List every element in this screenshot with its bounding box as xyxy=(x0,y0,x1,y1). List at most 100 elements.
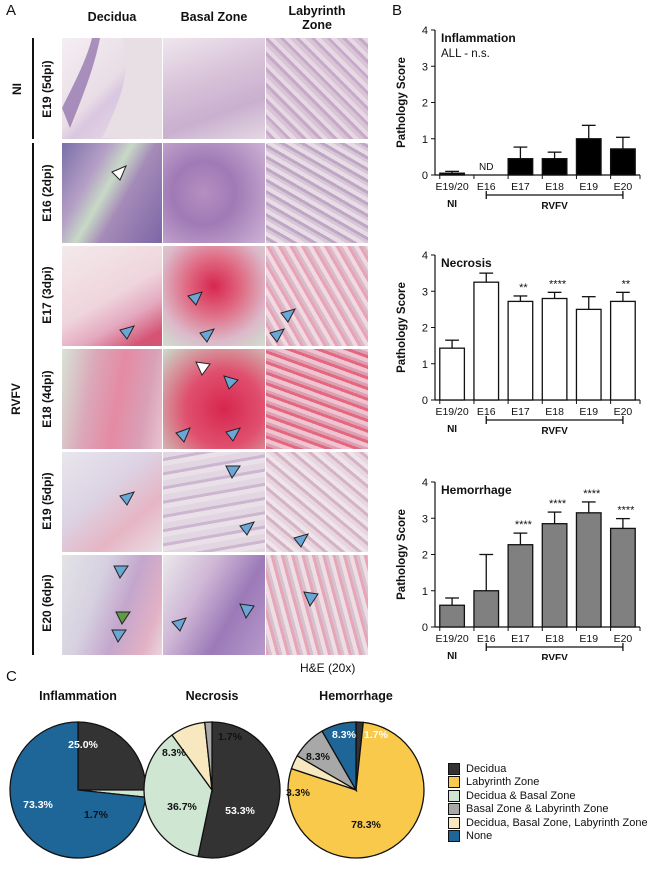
bar-E20 xyxy=(609,148,636,176)
pie-chart-inflammation: Inflammation 25.0% 1.7% 73.3% xyxy=(9,689,147,859)
y-tick-label: 0 xyxy=(422,395,428,407)
y-tick-label: 1 xyxy=(422,359,428,371)
blue-arrowhead-icon xyxy=(239,603,255,620)
y-tick-label: 3 xyxy=(422,286,428,298)
bar-E20 xyxy=(609,300,636,401)
panel-label-c: C xyxy=(6,668,17,685)
y-tick-label: 4 xyxy=(422,25,428,37)
pie-title: Necrosis xyxy=(186,689,239,703)
legend-swatch xyxy=(448,762,460,775)
y-tick-label: 0 xyxy=(422,170,428,182)
legend-label: Decidua, Basal Zone, Labyrinth Zone xyxy=(466,816,648,829)
group-label-ni: NI xyxy=(447,199,457,210)
legend-label: Labyrinth Zone xyxy=(466,776,540,789)
chart-title: Inflammation xyxy=(441,31,516,45)
group-label-rvfv: RVFV xyxy=(541,201,568,212)
legend-label: Basal Zone & Labyrinth Zone xyxy=(466,803,609,816)
y-axis-label: Pathology Score xyxy=(396,282,408,373)
x-tick-label: E19/20 xyxy=(435,181,468,193)
column-header-basal-zone: Basal Zone xyxy=(180,10,248,24)
bar-chart-necrosis: 0 1 2 3 4 Pathology Score Necrosis E19/20 E16 ** E… xyxy=(396,250,641,437)
blue-arrowhead-icon xyxy=(175,427,191,443)
white-arrowhead-icon xyxy=(195,361,211,376)
legend-item: None xyxy=(448,830,658,844)
x-tick-label: E18 xyxy=(545,406,564,418)
micrograph-e18-decidua xyxy=(62,349,162,449)
y-axis-label: Pathology Score xyxy=(396,57,408,148)
pie-slice-label: 78.3% xyxy=(351,819,381,831)
bar-E17 xyxy=(507,300,534,401)
significance-stars: ** xyxy=(622,278,631,290)
blue-arrowhead-icon xyxy=(239,521,256,536)
x-tick-label: E17 xyxy=(511,406,530,418)
blue-arrowhead-icon xyxy=(171,617,187,632)
bar-E19 xyxy=(575,138,602,176)
group-label-ni: NI xyxy=(447,424,457,435)
legend-item: Decidua & Basal Zone xyxy=(448,789,658,803)
bar-E16 xyxy=(473,590,500,628)
x-tick-label: E20 xyxy=(614,633,633,645)
micrograph-e19-labyrinth xyxy=(266,452,368,552)
chart-subtitle: ALL - n.s. xyxy=(441,48,490,60)
y-axis-label: Pathology Score xyxy=(396,509,408,600)
bar-E17 xyxy=(507,544,534,628)
pie-slice-label: 8.3% xyxy=(332,729,357,741)
white-arrowhead-icon xyxy=(111,165,127,181)
significance-stars: **** xyxy=(549,278,567,290)
legend-label: Decidua & Basal Zone xyxy=(466,789,576,802)
bar-chart-hemorrhage: 0 1 2 3 4 Pathology Score Hemorrhage E19/20 E16 *… xyxy=(396,477,641,660)
pie-slice-label: 1.7% xyxy=(364,729,389,741)
bar-E18 xyxy=(541,297,568,401)
bar-label: ND xyxy=(479,162,493,173)
micrograph-e16-labyrinth xyxy=(266,143,368,243)
pie-slice-label: 1.7% xyxy=(218,731,243,743)
significance-stars: **** xyxy=(583,488,601,500)
panel-label-a: A xyxy=(6,2,17,19)
pie-slice-label: 25.0% xyxy=(68,739,98,751)
pie-legend: Decidua Labyrinth Zone Decidua & Basal Zon… xyxy=(448,762,658,843)
x-tick-label: E19 xyxy=(579,633,598,645)
y-tick-label: 4 xyxy=(422,477,428,489)
blue-arrowhead-icon xyxy=(225,465,241,479)
micrograph-e16-decidua xyxy=(62,143,162,243)
pie-chart-hemorrhage: Hemorrhage 1.7% 78.3% 3.3% 8.3%8.3% xyxy=(286,689,425,859)
histology-panel: Decidua Basal Zone Labyrinth Zone NI RVF… xyxy=(0,0,380,675)
legend-swatch xyxy=(448,816,460,829)
legend-item: Labyrinth Zone xyxy=(448,776,658,790)
bar-E19/20 xyxy=(439,172,466,176)
blue-arrowhead-icon xyxy=(269,328,286,343)
x-tick-label: E17 xyxy=(511,181,530,193)
x-tick-label: E16 xyxy=(477,181,496,193)
micrograph-ni-decidua xyxy=(62,38,162,139)
bar-E18 xyxy=(541,523,568,628)
x-tick-label: E19 xyxy=(579,181,598,193)
micrograph-ni-labyrinth xyxy=(266,38,368,139)
x-tick-label: E19/20 xyxy=(435,406,468,418)
column-header-labyrinth-zone: Labyrinth Zone xyxy=(288,4,346,32)
x-tick-label: E16 xyxy=(477,406,496,418)
ni-group-bar xyxy=(32,38,34,139)
pathology-pie-charts: Inflammation 25.0% 1.7% 73.3% Necrosis 53.3% 3… xyxy=(9,689,425,859)
group-label-rvfv: RVFV xyxy=(541,426,568,437)
legend-item: Basal Zone & Labyrinth Zone xyxy=(448,803,658,817)
pie-slice xyxy=(321,721,357,793)
pathology-bar-charts: 0 1 2 3 4 Pathology Score Inflammation ALL - n.… xyxy=(396,25,641,660)
blue-arrowhead-icon xyxy=(187,291,203,306)
blue-arrowhead-icon xyxy=(111,629,127,643)
pie-title: Inflammation xyxy=(39,689,117,703)
y-tick-label: 2 xyxy=(422,550,428,562)
bar-E19/20 xyxy=(439,604,466,628)
pie-slice-label: 8.3% xyxy=(162,747,187,759)
pie-chart-necrosis: Necrosis 53.3% 36.7% 8.3% 1.7% xyxy=(143,689,281,859)
stain-note: H&E (20x) xyxy=(300,661,356,675)
micrograph-e20-labyrinth xyxy=(266,555,368,655)
pie-slice-label: 8.3% xyxy=(306,751,331,763)
pie-slice xyxy=(143,734,213,858)
legend-swatch xyxy=(448,803,460,816)
bar-E19/20 xyxy=(439,347,466,401)
micrograph-ni-basal xyxy=(163,38,265,139)
legend-item: Decidua, Basal Zone, Labyrinth Zone xyxy=(448,816,658,830)
group-label-rvfv: RVFV xyxy=(541,653,568,660)
pie-slice-label: 53.3% xyxy=(225,805,255,817)
y-tick-label: 2 xyxy=(422,98,428,110)
